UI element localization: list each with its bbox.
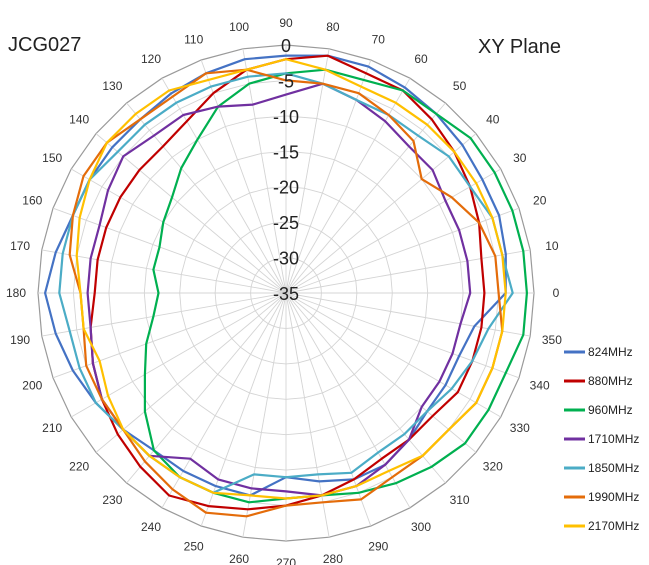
grid-spoke (41, 292, 287, 337)
angle-tick-label: 80 (326, 20, 340, 34)
angle-tick-label: 210 (42, 421, 62, 435)
angle-tick-label: 220 (69, 460, 89, 474)
grid-spoke (285, 133, 477, 294)
angle-tick-label: 300 (411, 520, 431, 534)
radial-tick-label: -5 (278, 71, 294, 91)
grid-spoke (285, 292, 330, 538)
angle-tick-label: 160 (22, 194, 42, 208)
angle-tick-label: 180 (6, 286, 26, 300)
legend-label: 824MHz (588, 345, 633, 359)
angle-tick-label: 20 (533, 194, 547, 208)
legend-label: 1710MHz (588, 432, 639, 446)
grid-spoke (285, 292, 477, 453)
grid-spoke (200, 292, 287, 527)
angle-tick-label: 40 (486, 112, 500, 126)
angle-tick-label: 260 (229, 552, 249, 565)
angle-tick-label: 230 (102, 493, 122, 507)
angle-tick-label: 10 (545, 239, 559, 253)
radial-tick-label: -35 (273, 284, 299, 304)
grid-spoke (285, 292, 502, 418)
legend: 824MHz 880MHz 960MHz 1710MHz 1850MHz 1990MHz 2… (564, 345, 639, 533)
angle-tick-label: 240 (141, 520, 161, 534)
grid-spoke (70, 168, 287, 294)
radial-axis-labels: -35 -30 -25 -20 -15 -10 -5 0 (273, 36, 299, 304)
angle-tick-label: 310 (450, 493, 470, 507)
grid-spoke (285, 77, 411, 294)
grid-spoke (285, 249, 531, 294)
angle-tick-label: 290 (368, 540, 388, 554)
legend-label: 1850MHz (588, 461, 639, 475)
angle-tick-label: 60 (414, 52, 428, 66)
grid-spoke (285, 59, 372, 294)
angle-tick-label: 0 (553, 286, 560, 300)
series-line-2170mhz (75, 58, 507, 500)
legend-label: 880MHz (588, 374, 633, 388)
legend-label: 2170MHz (588, 519, 639, 533)
grid-spoke (285, 292, 446, 484)
series-line-960mhz (143, 68, 529, 504)
chart-title-right: XY Plane (478, 36, 562, 58)
grid-spoke (161, 77, 287, 294)
angle-tick-label: 90 (279, 16, 293, 30)
legend-label: 1990MHz (588, 490, 639, 504)
angle-axis-labels: 0 10 20 30 40 50 60 70 80 90 100 110 120 130 140 150 160… (6, 16, 562, 565)
grid-spoke (285, 168, 502, 294)
angle-tick-label: 120 (141, 52, 161, 66)
angle-tick-label: 150 (42, 151, 62, 165)
angle-tick-label: 140 (69, 112, 89, 126)
angle-tick-label: 170 (10, 239, 30, 253)
grid-spoke (285, 48, 330, 294)
angle-tick-label: 320 (483, 460, 503, 474)
angle-tick-label: 110 (184, 32, 203, 46)
grid-spoke (285, 207, 520, 294)
angle-tick-label: 200 (22, 378, 42, 392)
grid-spoke (95, 292, 287, 453)
angle-tick-label: 30 (513, 151, 527, 165)
series-line-1710mhz (86, 82, 472, 497)
angle-tick-label: 330 (510, 421, 530, 435)
angle-tick-label: 50 (453, 79, 467, 93)
grid-spoke (242, 48, 287, 294)
grid-spoke (41, 249, 287, 294)
grid-spoke (52, 292, 287, 379)
radial-tick-label: -15 (273, 142, 299, 162)
radial-tick-label: 0 (281, 36, 291, 56)
grid-spoke (285, 292, 372, 527)
angle-tick-label: 270 (276, 556, 296, 565)
grid-spoke (285, 292, 411, 509)
radial-tick-label: -30 (273, 249, 299, 269)
chart-title-left: JCG027 (8, 34, 82, 56)
series-group (43, 54, 529, 518)
angle-tick-label: 70 (372, 32, 386, 46)
grid-spoke (70, 292, 287, 418)
legend-label: 960MHz (588, 403, 633, 417)
angle-tick-label: 190 (10, 333, 30, 347)
grid-spoke (161, 292, 287, 509)
grid-spoke (126, 292, 287, 484)
grid-spoke (126, 102, 287, 294)
angle-tick-label: 130 (102, 79, 122, 93)
grid-spoke (285, 102, 446, 294)
radial-tick-label: -20 (273, 178, 299, 198)
angle-tick-label: 280 (323, 552, 343, 565)
grid-spoke (200, 59, 287, 294)
grid-spoke (285, 292, 520, 379)
grid-spoke (95, 133, 287, 294)
radial-tick-label: -25 (273, 213, 299, 233)
angle-tick-label: 340 (530, 378, 550, 392)
angle-tick-label: 250 (184, 540, 204, 554)
grid-spoke (242, 292, 287, 538)
radial-tick-label: -10 (273, 107, 299, 127)
polar-grid (37, 44, 535, 542)
angle-tick-label: 100 (229, 20, 249, 34)
angle-tick-label: 350 (542, 333, 562, 347)
grid-spoke (52, 207, 287, 294)
